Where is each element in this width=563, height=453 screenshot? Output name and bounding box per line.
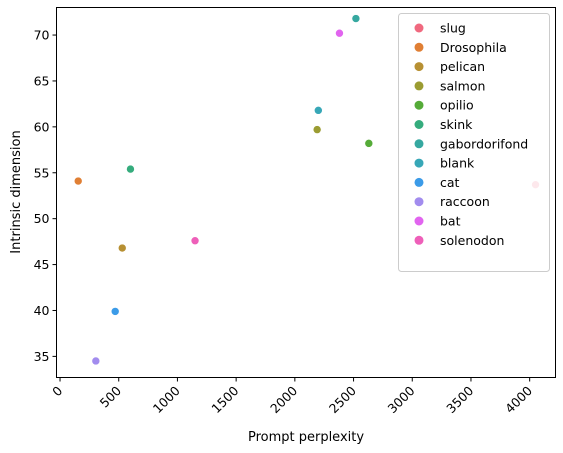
y-tick-label: 45 — [34, 257, 50, 272]
data-point-bat — [335, 28, 344, 38]
data-point-opilio — [364, 139, 374, 148]
y-axis-label: Intrinsic dimension — [9, 130, 24, 253]
y-tick-label: 55 — [34, 165, 50, 180]
legend-marker — [414, 81, 424, 91]
legend-marker — [414, 216, 424, 226]
x-tick-label: 1000 — [150, 383, 183, 416]
data-point-gabordorifond — [351, 14, 361, 23]
y-tick-label: 65 — [34, 73, 50, 88]
data-point-skink — [126, 164, 135, 174]
legend-entry-label: skink — [440, 117, 473, 132]
data-point-blank — [314, 106, 323, 115]
legend-marker — [414, 235, 424, 245]
data-point-salmon — [312, 125, 322, 134]
x-tick-label: 500 — [97, 383, 125, 411]
legend-marker — [414, 62, 424, 72]
x-axis-label: Prompt perplexity — [248, 430, 364, 445]
y-tick-label: 35 — [34, 349, 50, 364]
legend-entry-label: solenodon — [440, 233, 504, 248]
legend-entry-label: gabordorifond — [440, 136, 528, 151]
legend-box — [398, 13, 550, 272]
plot-frame — [56, 7, 556, 378]
y-tick-label: 40 — [34, 303, 50, 318]
legend-entry-label: cat — [440, 175, 460, 190]
legend-entry-label: opilio — [440, 98, 474, 113]
legend-marker — [414, 42, 424, 52]
legend-marker — [414, 197, 424, 207]
x-tick-label: 0 — [49, 383, 65, 399]
legend-entry-label: raccoon — [440, 194, 490, 209]
x-tick-label: 3000 — [385, 383, 418, 416]
x-tick-label: 1500 — [208, 383, 241, 416]
data-point-raccoon — [91, 356, 101, 366]
y-tick-label: 70 — [34, 28, 50, 43]
legend-marker — [414, 100, 424, 110]
legend-entry-label: pelican — [440, 59, 485, 74]
x-tick-label: 3500 — [443, 383, 476, 416]
legend-marker — [414, 23, 424, 33]
legend-entry-label: bat — [440, 214, 461, 229]
x-tick-label: 2500 — [326, 383, 359, 416]
legend-marker — [414, 139, 424, 149]
legend-entry-label: salmon — [440, 78, 485, 93]
y-tick-label: 50 — [34, 211, 50, 226]
legend-entry-label: slug — [440, 21, 466, 36]
legend-entry-label: Drosophila — [440, 40, 507, 55]
legend-marker — [414, 120, 424, 129]
data-point-cat — [110, 307, 120, 316]
x-tick-label: 4000 — [502, 383, 535, 416]
legend: slug Drosophila pelican salmon opilio skink ga… — [398, 13, 550, 272]
x-tick-label: 2000 — [267, 383, 300, 416]
legend-marker — [414, 177, 424, 187]
data-point-pelican — [117, 243, 127, 253]
legend-entry-label: blank — [440, 156, 475, 171]
data-point-solenodon — [190, 236, 200, 246]
data-point-drosophila — [73, 176, 83, 186]
y-tick-label: 60 — [34, 119, 50, 134]
legend-marker — [414, 158, 424, 168]
